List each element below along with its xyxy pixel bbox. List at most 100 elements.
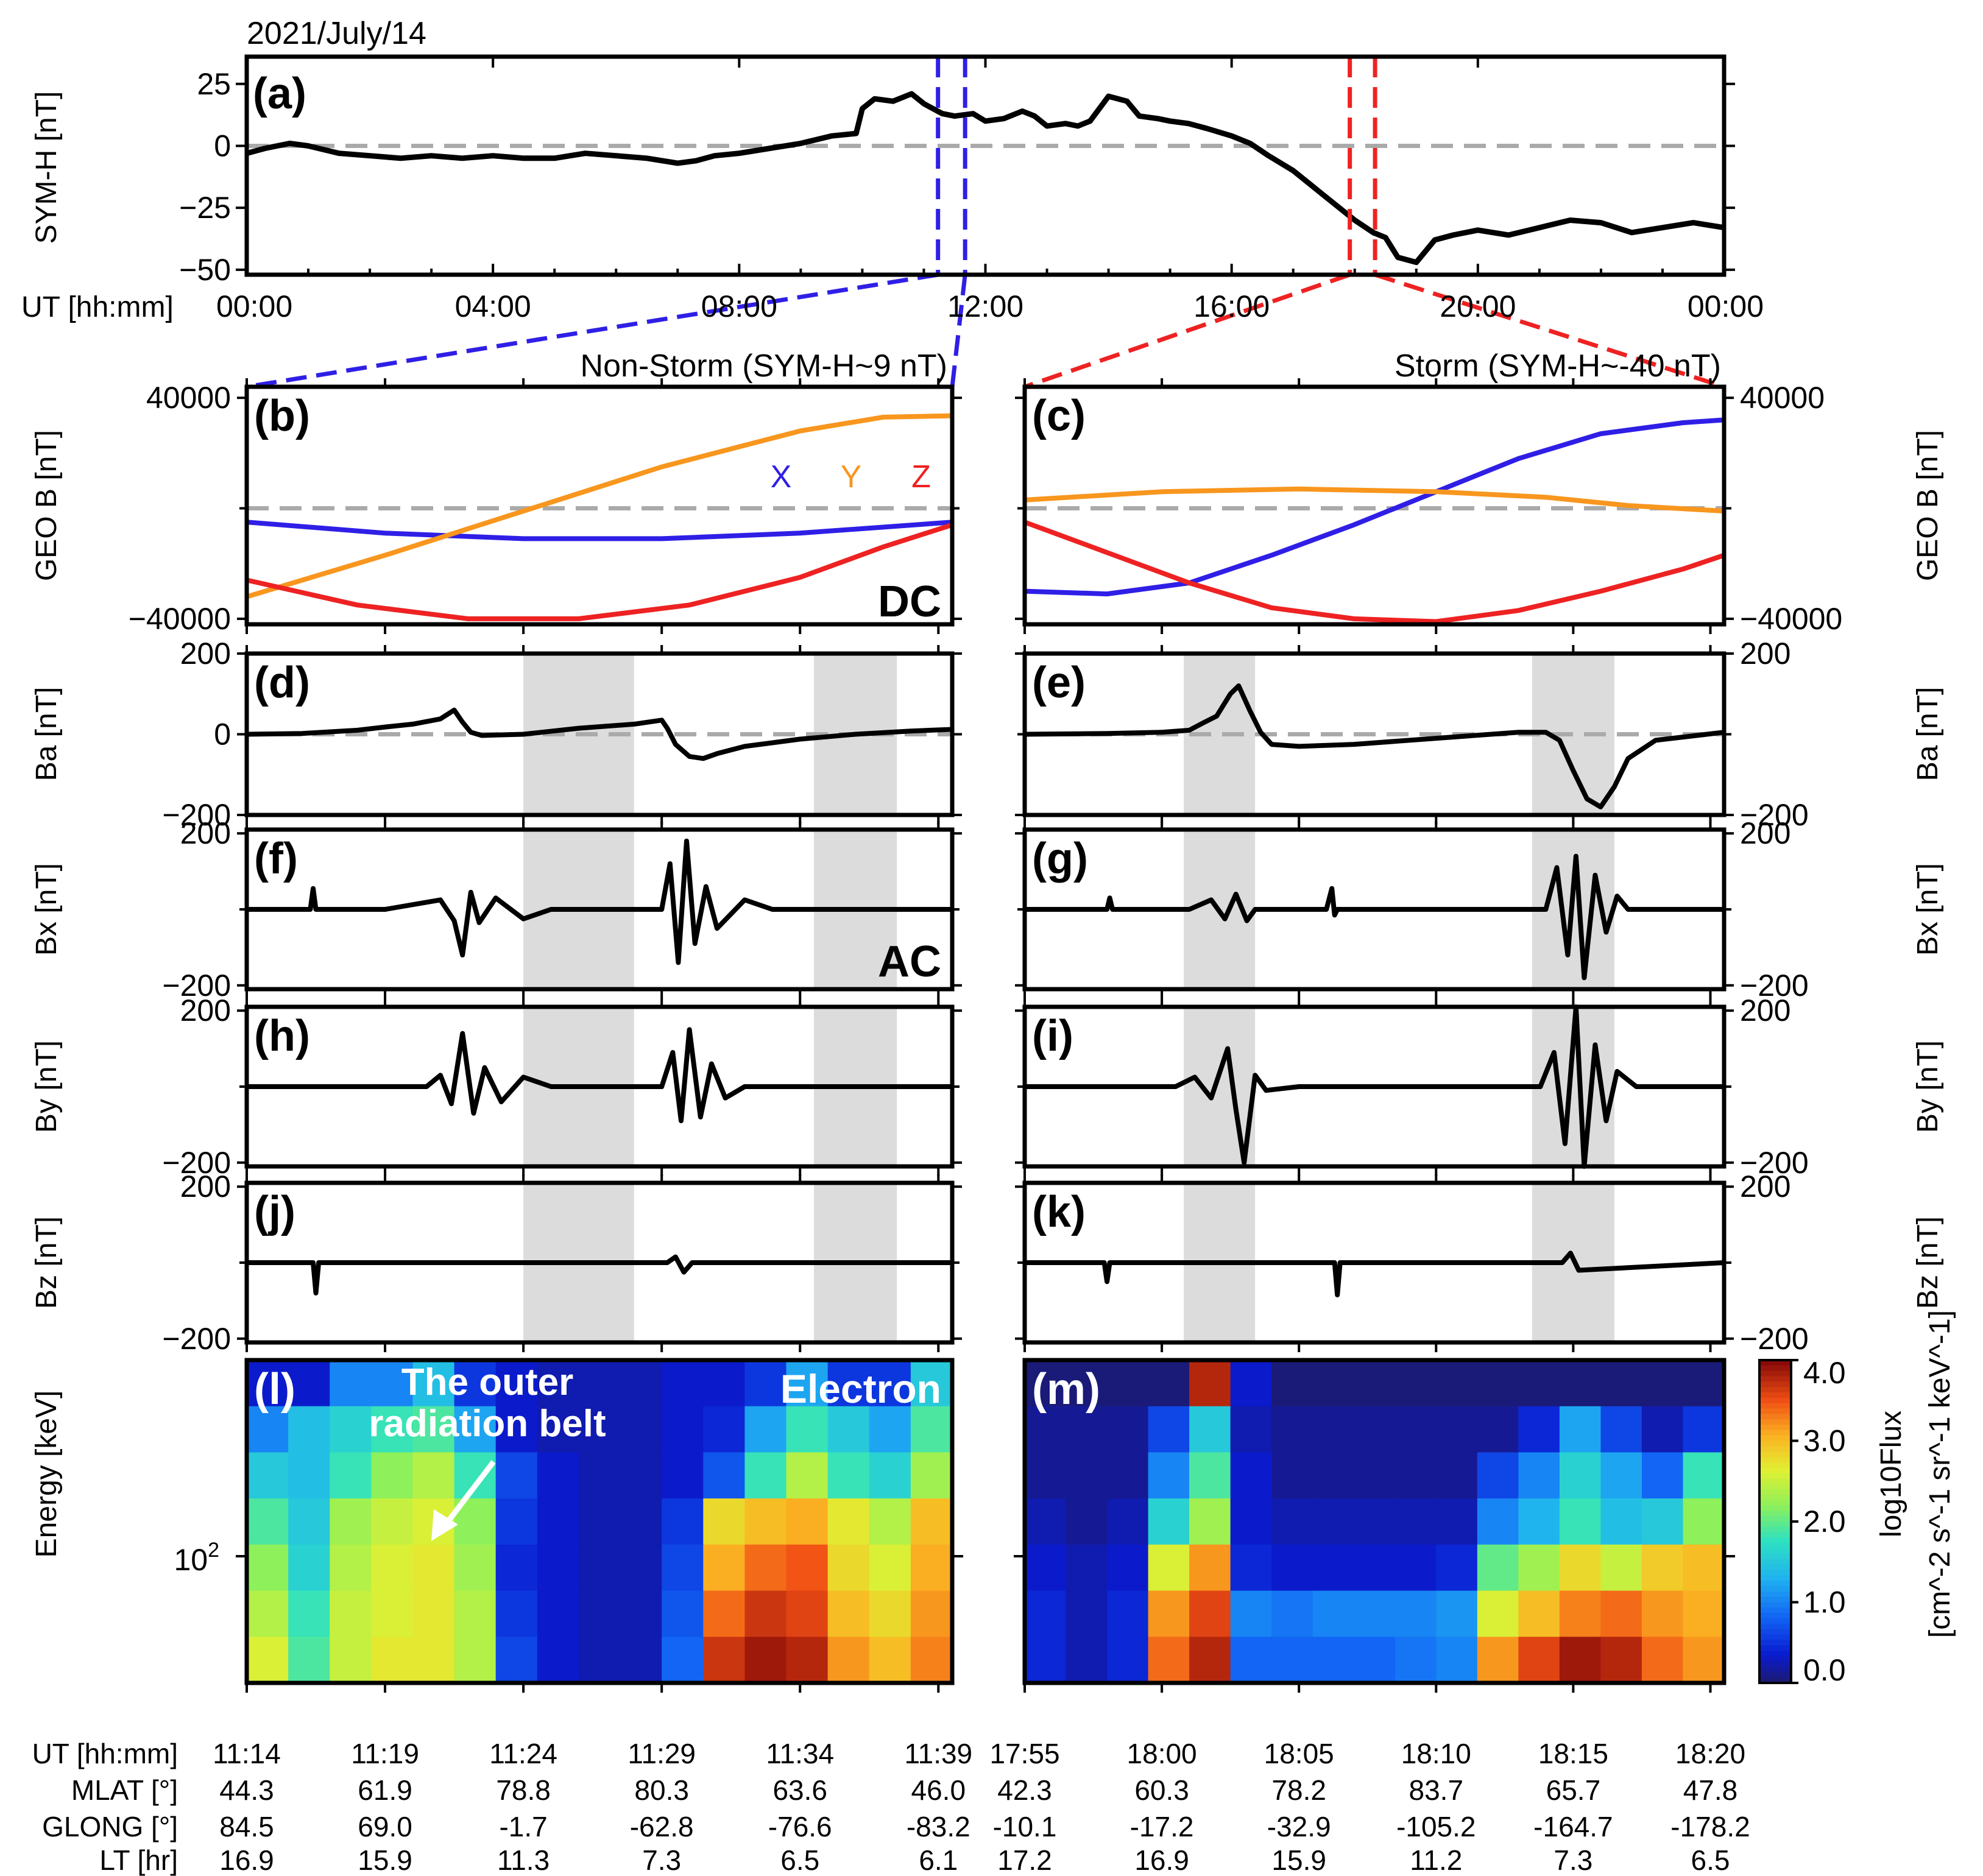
cell-right-2-5: -178.2: [1670, 1811, 1750, 1842]
ytick-label-i-1: −200: [1740, 1146, 1809, 1180]
heat-cell-m-4-9: [1394, 1544, 1437, 1592]
colorbar-step-26: [1759, 1500, 1791, 1506]
heat-cell-m-5-12: [1518, 1590, 1560, 1638]
heat-cell-l-6-14: [827, 1637, 870, 1684]
heat-cell-m-4-4: [1189, 1544, 1231, 1592]
cell-left-3-3: 7.3: [642, 1844, 681, 1876]
colorbar-step-28: [1759, 1511, 1791, 1517]
heat-cell-l-3-11: [703, 1498, 746, 1545]
series-c-z: [1023, 520, 1725, 624]
heat-cell-l-3-0: [247, 1498, 289, 1545]
cell-right-1-3: 83.7: [1409, 1774, 1464, 1806]
heat-cell-m-1-11: [1477, 1406, 1519, 1453]
heat-cell-l-4-10: [662, 1544, 704, 1592]
cell-right-2-1: -17.2: [1130, 1811, 1194, 1842]
series-f-bx: [247, 838, 952, 965]
heat-cell-l-4-14: [827, 1544, 870, 1592]
colorbar-step-42: [1759, 1586, 1791, 1592]
annotation-line-2: radiation belt: [369, 1403, 606, 1445]
heat-cell-l-6-0: [247, 1637, 289, 1684]
heat-cell-l-3-14: [827, 1498, 870, 1545]
series-e-ba: [1024, 683, 1725, 809]
heat-cell-l-2-0: [247, 1452, 289, 1500]
heat-cell-m-5-7: [1312, 1590, 1355, 1638]
cell-right-3-1: 16.9: [1134, 1844, 1189, 1876]
panel-label-l: (l): [254, 1365, 295, 1414]
panel-frame-c: [1022, 384, 1727, 627]
cell-right-0-5: 18:20: [1675, 1738, 1745, 1769]
colorbar-label-2: [cm^-2 s^-1 sr^-1 keV^-1]: [1924, 1310, 1956, 1638]
heat-cell-m-4-10: [1436, 1544, 1478, 1592]
colorbar-step-4: [1759, 1381, 1791, 1388]
series-k-bz: [1025, 1250, 1725, 1297]
heat-cell-m-2-14: [1600, 1452, 1642, 1500]
shade-band-i-0: [1184, 1007, 1256, 1166]
heat-cell-m-1-14: [1600, 1406, 1642, 1453]
xtick-label-a-2: 08:00: [701, 289, 777, 323]
heat-cell-m-3-9: [1394, 1498, 1437, 1545]
heat-cell-l-4-16: [910, 1544, 953, 1592]
ytick-label-h-1: −200: [162, 1146, 231, 1180]
heat-cell-m-6-2: [1107, 1637, 1149, 1684]
colorbar-step-1: [1759, 1365, 1791, 1372]
heat-cell-m-5-14: [1600, 1590, 1642, 1638]
cell-left-2-4: -76.6: [768, 1811, 832, 1842]
colorbar-step-56: [1759, 1661, 1791, 1668]
cell-left-0-4: 11:34: [766, 1738, 834, 1769]
annotation-arrow-shaft: [442, 1460, 496, 1528]
heat-cell-l-1-16: [910, 1406, 953, 1453]
ytick-label-e-1: −200: [1740, 798, 1809, 832]
heat-cell-m-1-12: [1518, 1406, 1560, 1453]
heat-cell-m-0-13: [1559, 1360, 1602, 1407]
heat-cell-m-3-6: [1271, 1498, 1313, 1545]
colorbar-step-59: [1759, 1677, 1791, 1684]
colorbar-step-33: [1759, 1537, 1791, 1544]
heat-cell-l-3-3: [371, 1498, 414, 1545]
heat-cell-l-4-5: [454, 1544, 497, 1592]
annotation-line-1: The outer: [401, 1361, 573, 1403]
panel-label-k: (k): [1032, 1188, 1086, 1236]
cell-right-1-0: 42.3: [997, 1774, 1052, 1806]
heat-cell-m-6-3: [1148, 1637, 1190, 1684]
heat-cell-m-0-2: [1107, 1360, 1149, 1407]
heat-cell-m-2-12: [1518, 1452, 1560, 1500]
heat-cell-m-5-13: [1559, 1590, 1602, 1638]
row-label-0: UT [hh:mm]: [32, 1738, 178, 1769]
label-electron: Electron: [780, 1366, 941, 1411]
heat-cell-m-6-11: [1477, 1637, 1519, 1684]
cell-left-3-5: 6.1: [919, 1844, 958, 1876]
heat-cell-l-0-12: [744, 1360, 787, 1407]
heat-cell-m-1-8: [1354, 1406, 1396, 1453]
colorbar-step-16: [1759, 1446, 1791, 1453]
heat-cell-m-4-13: [1559, 1544, 1602, 1592]
heat-cell-m-3-8: [1354, 1498, 1396, 1545]
heat-cell-l-0-2: [330, 1360, 372, 1407]
heat-cell-l-4-12: [744, 1544, 787, 1592]
ytick-label-g-1: −200: [1740, 968, 1809, 1003]
colorbar-step-32: [1759, 1532, 1791, 1539]
heat-cell-m-5-3: [1148, 1590, 1190, 1638]
heat-cell-m-3-7: [1312, 1498, 1355, 1545]
heat-cell-l-1-8: [578, 1406, 621, 1453]
xtick-label-a-3: 12:00: [947, 289, 1023, 323]
ytick-label-c-1: −40000: [1740, 602, 1842, 636]
heat-cell-m-2-9: [1394, 1452, 1437, 1500]
heat-cell-m-6-4: [1189, 1637, 1231, 1684]
heat-cell-l-0-1: [288, 1360, 331, 1407]
colorbar-step-2: [1759, 1370, 1791, 1377]
row-label-1: MLAT [°]: [71, 1774, 178, 1806]
heat-cell-l-4-7: [537, 1544, 579, 1592]
heat-cell-l-5-4: [412, 1590, 455, 1638]
colorbar-step-11: [1759, 1419, 1791, 1425]
cell-left-2-3: -62.8: [630, 1811, 694, 1842]
heat-cell-m-5-4: [1189, 1590, 1231, 1638]
ytick-label-energy-exp: 2: [208, 1539, 219, 1562]
heat-cell-l-5-11: [703, 1590, 746, 1638]
cell-left-1-2: 78.8: [496, 1774, 551, 1806]
heat-cell-m-0-3: [1148, 1360, 1190, 1407]
heat-cell-m-1-7: [1312, 1406, 1355, 1453]
ylabel-energy: Energy [keV]: [30, 1391, 63, 1558]
cell-right-0-1: 18:00: [1127, 1738, 1197, 1769]
heat-cell-l-3-1: [288, 1498, 331, 1545]
heat-cell-m-1-3: [1148, 1406, 1190, 1453]
